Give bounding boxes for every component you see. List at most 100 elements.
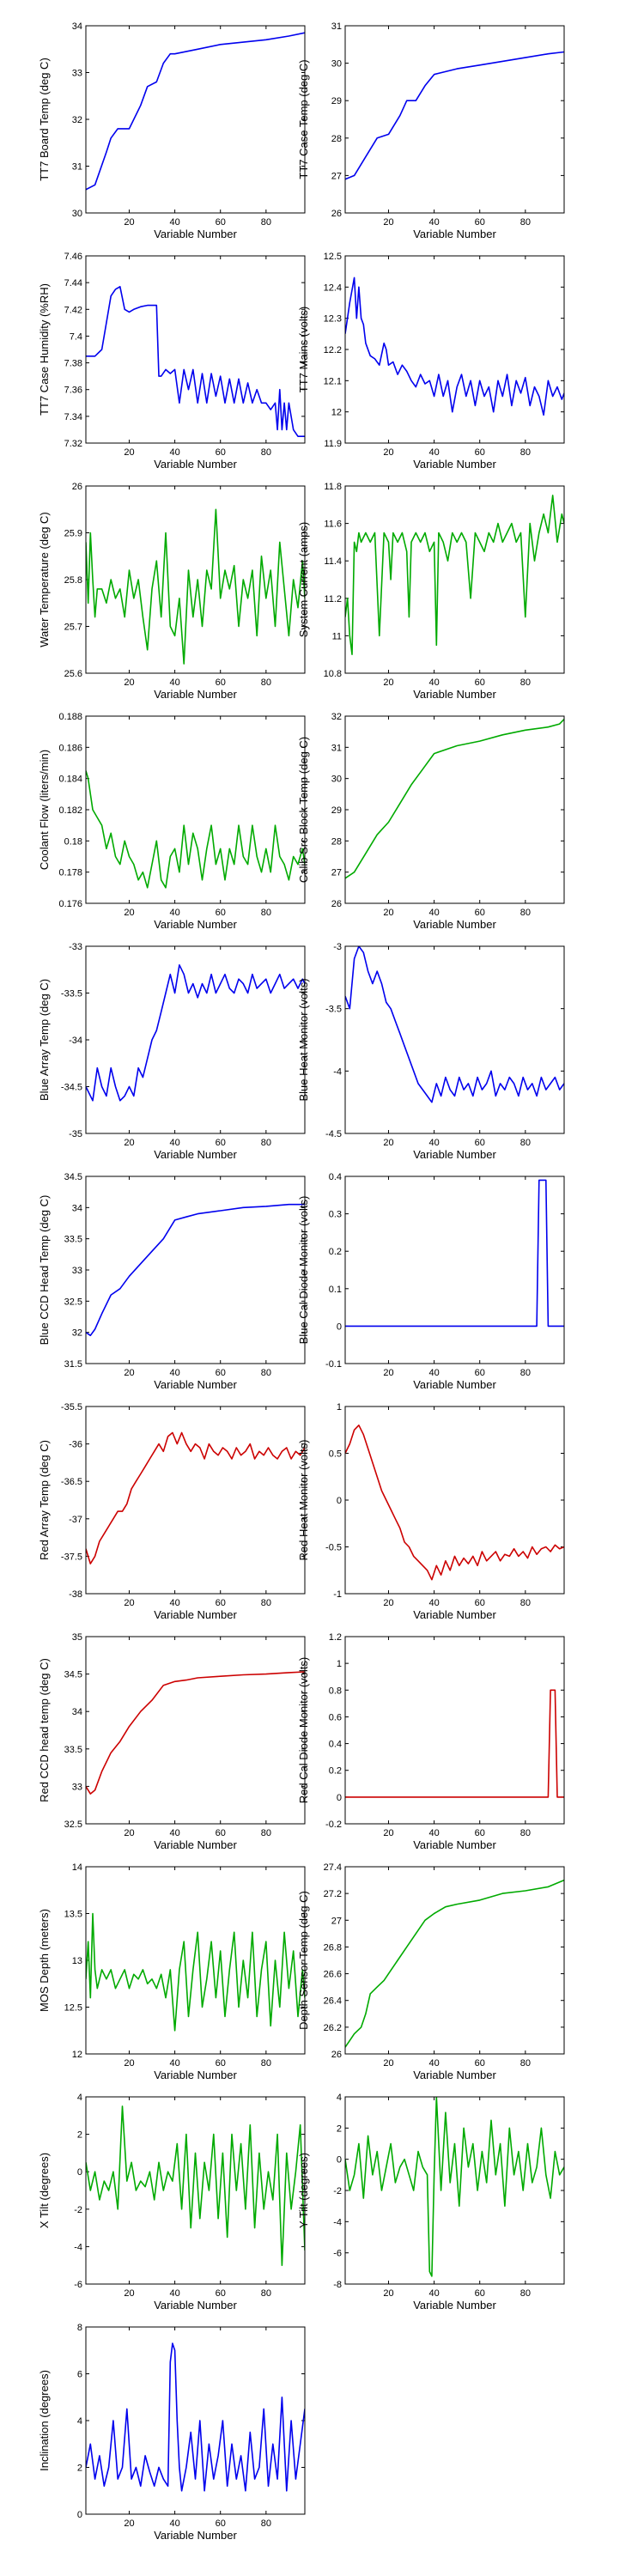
x-axis-label: Variable Number	[413, 1608, 496, 1621]
plot-frame	[344, 1636, 565, 1825]
y-tick-label: 26	[331, 899, 342, 909]
series-line	[345, 1425, 564, 1581]
chart-panel: 20 40 60 80 26 27 28 29 30 31 Variable Number TT7 C…	[297, 21, 565, 240]
y-tick-label: 26.2	[324, 2023, 342, 2033]
y-tick-label: -3.5	[325, 1005, 342, 1015]
x-tick-label: 80	[520, 447, 531, 458]
y-tick-label: 7.44	[64, 278, 82, 289]
y-tick-label: 7.4	[70, 331, 82, 342]
y-tick-label: 26.4	[324, 1996, 342, 2007]
y-tick-label: -37.5	[61, 1552, 82, 1562]
y-axis-label: TT7 Case Humidity (%RH)	[38, 283, 51, 416]
plot-frame	[85, 945, 306, 1134]
x-tick-label: 40	[428, 447, 439, 458]
y-tick-label: 0.18	[64, 836, 82, 847]
x-tick-label: 60	[475, 2058, 485, 2069]
y-tick-label: 12.3	[324, 314, 342, 325]
y-tick-label: 0	[337, 1321, 342, 1332]
y-tick-label: 0.8	[329, 1686, 342, 1696]
y-tick-label: 13.5	[64, 1910, 82, 1920]
x-tick-label: 80	[261, 1368, 271, 1378]
y-axis-label: Blue Array Temp (deg C)	[38, 979, 51, 1101]
x-tick-label: 60	[216, 447, 226, 458]
y-tick-label: 31	[331, 21, 342, 32]
y-tick-label: 33.5	[64, 1235, 82, 1245]
y-tick-label: 11.2	[324, 594, 342, 605]
plot-frame	[344, 485, 565, 674]
x-tick-label: 80	[520, 1138, 531, 1148]
y-tick-label: -0.5	[325, 1543, 342, 1553]
chart-panel: 20 40 60 80 31.5 32 32.5 33 33.5 34 34.5 Variable N…	[38, 1172, 306, 1391]
y-axis-label: Red Array Temp (deg C)	[38, 1440, 51, 1560]
y-tick-label: 0	[337, 1496, 342, 1506]
chart-panel: 20 40 60 80 -0.1 0 0.1 0.2 0.3 0.4 Variable Number…	[297, 1172, 565, 1391]
x-tick-label: 20	[124, 447, 134, 458]
x-tick-label: 40	[169, 447, 179, 458]
y-tick-label: 2	[77, 2130, 82, 2141]
y-axis-label: TT7 Mains (volts)	[297, 307, 310, 392]
x-tick-label: 40	[169, 677, 179, 688]
y-tick-label: 27	[331, 868, 342, 878]
y-tick-label: -35.5	[61, 1402, 82, 1413]
y-tick-label: -4.5	[325, 1129, 342, 1139]
y-tick-label: -37	[69, 1515, 82, 1525]
chart-panel: 20 40 60 80 -8 -6 -4 -2 0 2 4 Variable Number Y Tilt…	[297, 2093, 565, 2312]
y-tick-label: -35	[69, 1129, 82, 1139]
x-tick-label: 20	[383, 217, 393, 228]
y-tick-label: -36	[69, 1440, 82, 1450]
y-tick-label: 34	[72, 1203, 82, 1213]
series-line	[345, 1179, 564, 1327]
x-axis-label: Variable Number	[154, 2529, 237, 2542]
y-tick-label: 31	[331, 743, 342, 753]
x-tick-label: 60	[475, 1138, 485, 1148]
x-tick-label: 60	[216, 1368, 226, 1378]
y-tick-label: 1	[337, 1402, 342, 1413]
x-tick-label: 20	[124, 1828, 134, 1838]
y-axis-label: Red Heat Monitor (volts)	[297, 1440, 310, 1561]
chart-panel: 20 40 60 80 -4.5 -4 -3.5 -3 Variable Number Blue …	[297, 942, 565, 1161]
y-tick-label: 34	[72, 21, 82, 32]
plot-frame	[85, 1866, 306, 2055]
x-axis-label: Variable Number	[413, 228, 496, 240]
x-tick-label: 80	[520, 2058, 531, 2069]
x-tick-label: 20	[124, 677, 134, 688]
y-tick-label: 28	[331, 134, 342, 144]
x-tick-label: 60	[216, 1138, 226, 1148]
y-tick-label: 30	[331, 775, 342, 785]
y-tick-label: 27.2	[324, 1889, 342, 1899]
y-axis-label: Blue Heat Monitor (volts)	[297, 978, 310, 1101]
y-axis-label: Red Cal Diode Monitor (volts)	[297, 1657, 310, 1804]
x-tick-label: 20	[383, 1828, 393, 1838]
y-tick-label: 25.7	[64, 623, 82, 633]
y-tick-label: 29	[331, 805, 342, 816]
x-axis-label: Variable Number	[154, 1608, 237, 1621]
y-tick-label: 11	[332, 631, 342, 641]
y-tick-label: 33	[72, 69, 82, 79]
x-tick-label: 20	[383, 908, 393, 918]
y-axis-label: MOS Depth (meters)	[38, 1909, 51, 2012]
x-tick-label: 40	[169, 908, 179, 918]
y-tick-label: 12.5	[324, 252, 342, 262]
x-axis-label: Variable Number	[154, 688, 237, 701]
x-tick-label: 80	[520, 677, 531, 688]
x-tick-label: 80	[261, 1138, 271, 1148]
y-tick-label: 0	[337, 1793, 342, 1803]
y-tick-label: 0	[77, 2510, 82, 2520]
y-tick-label: 26.6	[324, 1970, 342, 1980]
x-tick-label: 20	[383, 447, 393, 458]
x-tick-label: 80	[261, 677, 271, 688]
x-tick-label: 80	[261, 2058, 271, 2069]
y-tick-label: 30	[72, 209, 82, 219]
y-tick-label: 33.5	[64, 1745, 82, 1755]
x-tick-label: 20	[383, 1368, 393, 1378]
x-tick-label: 80	[261, 447, 271, 458]
plot-frame	[344, 1866, 565, 2055]
x-tick-label: 40	[169, 217, 179, 228]
y-tick-label: 7.36	[64, 386, 82, 396]
y-tick-label: 12.1	[324, 376, 342, 386]
x-tick-label: 20	[124, 1368, 134, 1378]
y-tick-label: 25.9	[64, 529, 82, 539]
y-tick-label: 12.2	[324, 345, 342, 355]
series-line	[86, 32, 305, 191]
x-tick-label: 40	[428, 1828, 439, 1838]
